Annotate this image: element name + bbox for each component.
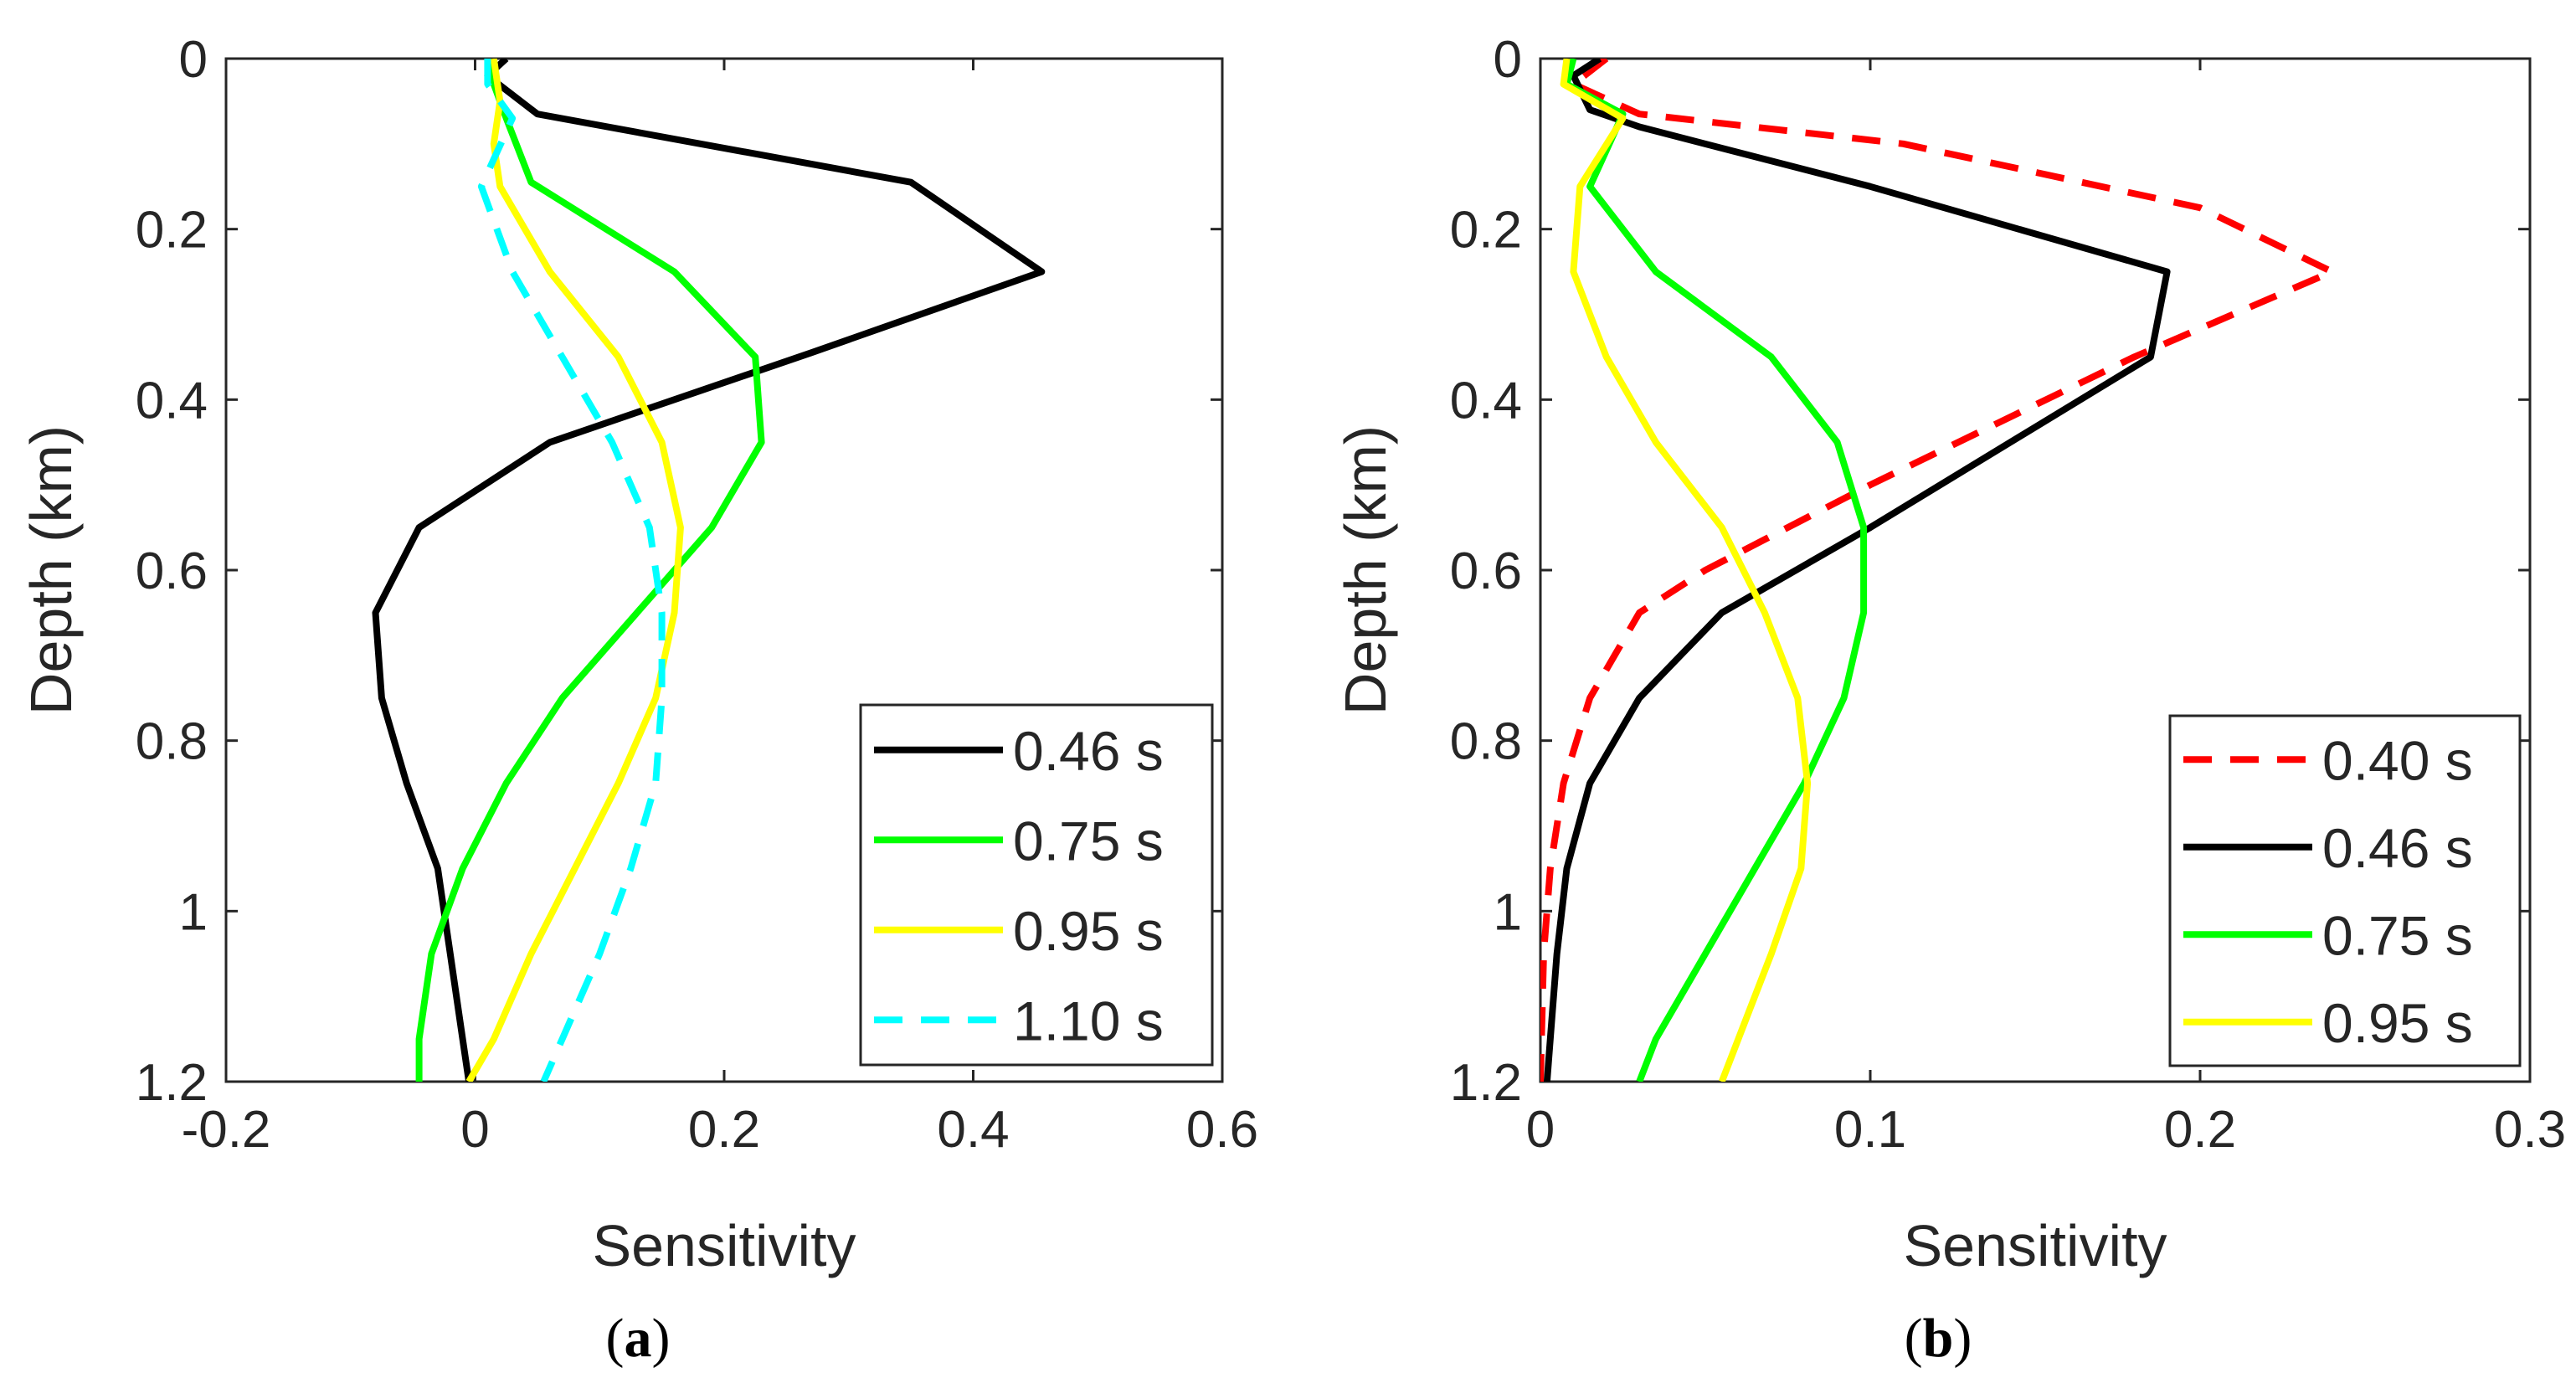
legend-label: 1.10 s bbox=[1013, 990, 1164, 1051]
legend-label: 0.75 s bbox=[1013, 810, 1164, 872]
y-tick-label: 0.8 bbox=[1450, 713, 1522, 771]
y-tick-label: 1.2 bbox=[1450, 1054, 1522, 1112]
x-axis-label: Sensitivity bbox=[592, 1213, 856, 1278]
y-tick-label: 0 bbox=[179, 31, 208, 89]
y-tick-label: 1.2 bbox=[136, 1054, 208, 1112]
y-tick-label: 0 bbox=[1494, 31, 1522, 89]
legend-label: 0.75 s bbox=[2322, 904, 2473, 966]
legend-label: 0.46 s bbox=[2322, 817, 2473, 879]
x-tick-label: 0.6 bbox=[1186, 1101, 1258, 1159]
series-line-0-46-s bbox=[1543, 59, 2171, 1082]
series-line-1-10-s bbox=[477, 59, 666, 1082]
x-tick-label: 0.2 bbox=[688, 1101, 760, 1159]
y-tick-label: 0.2 bbox=[136, 202, 208, 260]
legend-label: 0.95 s bbox=[2322, 992, 2473, 1054]
panel-b-caption: (b) bbox=[1905, 1308, 1972, 1369]
legend-label: 0.95 s bbox=[1013, 900, 1164, 962]
series-line-0-40-s bbox=[1540, 59, 2336, 1082]
x-tick-label: 0.4 bbox=[937, 1101, 1009, 1159]
y-tick-label: 0.8 bbox=[136, 713, 208, 771]
x-tick-label: 0.2 bbox=[2164, 1101, 2236, 1159]
y-axis-label: Depth (km) bbox=[18, 425, 84, 715]
y-tick-label: 0.6 bbox=[136, 542, 208, 600]
panel-a-caption: (a) bbox=[606, 1308, 671, 1369]
y-tick-label: 0.4 bbox=[1450, 372, 1522, 429]
legend-label: 0.46 s bbox=[1013, 720, 1164, 782]
legend-box bbox=[2168, 714, 2522, 1067]
y-tick-label: 0.4 bbox=[136, 372, 208, 429]
y-tick-label: 1 bbox=[179, 883, 208, 941]
y-tick-label: 0.2 bbox=[1450, 202, 1522, 260]
y-tick-label: 1 bbox=[1494, 883, 1522, 941]
legend-box bbox=[859, 703, 1214, 1067]
legend-label: 0.40 s bbox=[2322, 729, 2473, 791]
series-line-0-46-s bbox=[372, 59, 1046, 1082]
x-tick-label: 0.3 bbox=[2494, 1101, 2566, 1159]
x-tick-label: 0 bbox=[1526, 1101, 1555, 1159]
panel-a: -0.2 0 0.2 0.4 0.6 0 0.2 0.4 0.6 0.8 1 1.2 Sensitivi… bbox=[18, 31, 1258, 1278]
y-axis-label: Depth (km) bbox=[1333, 425, 1398, 715]
series-line-0-95-s bbox=[1560, 59, 1812, 1082]
x-axis-label: Sensitivity bbox=[1903, 1213, 2167, 1278]
x-tick-label: 0.1 bbox=[1834, 1101, 1906, 1159]
x-tick-label: -0.2 bbox=[182, 1101, 271, 1159]
y-tick-label: 0.6 bbox=[1450, 542, 1522, 600]
series-line-0-75-s bbox=[415, 59, 765, 1082]
panel-b: 0 0.1 0.2 0.3 0 0.2 0.4 0.6 0.8 1 1.2 Sensitivity De… bbox=[1333, 31, 2566, 1278]
x-tick-label: 0 bbox=[460, 1101, 489, 1159]
